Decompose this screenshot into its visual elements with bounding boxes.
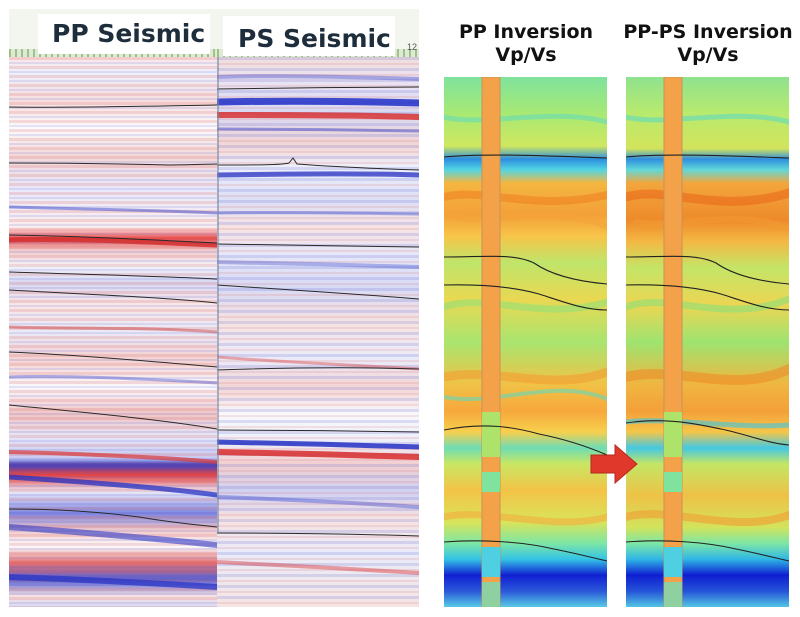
pp-seismic-title: PP Seismic	[52, 19, 206, 48]
pp-inversion-title-line1: PP Inversion	[458, 21, 594, 43]
ppps-inversion-title-line2: Vp/Vs	[677, 44, 739, 66]
pp-inversion-section	[444, 77, 607, 607]
pp-inversion-title: PP Inversion Vp/Vs	[436, 21, 616, 67]
pp-seismic-section	[9, 57, 217, 607]
pp-inversion-title-line2: Vp/Vs	[495, 44, 557, 66]
ppps-inversion-image	[626, 77, 789, 607]
pp-seismic-image	[9, 57, 217, 607]
ps-seismic-section	[217, 57, 419, 607]
pp-inversion-image	[444, 77, 607, 607]
ps-seismic-image	[217, 57, 419, 607]
pp-seismic-caption-box	[38, 14, 210, 54]
right-arrow-icon	[589, 443, 639, 485]
ps-toolbar-scale-number: 12	[406, 42, 417, 52]
ppps-inversion-section	[626, 77, 789, 607]
ps-seismic-caption-box	[223, 16, 395, 56]
ppps-inversion-title-line1: PP-PS Inversion	[623, 21, 793, 43]
ps-seismic-title: PS Seismic	[238, 24, 391, 53]
ppps-inversion-title: PP-PS Inversion Vp/Vs	[618, 21, 798, 67]
